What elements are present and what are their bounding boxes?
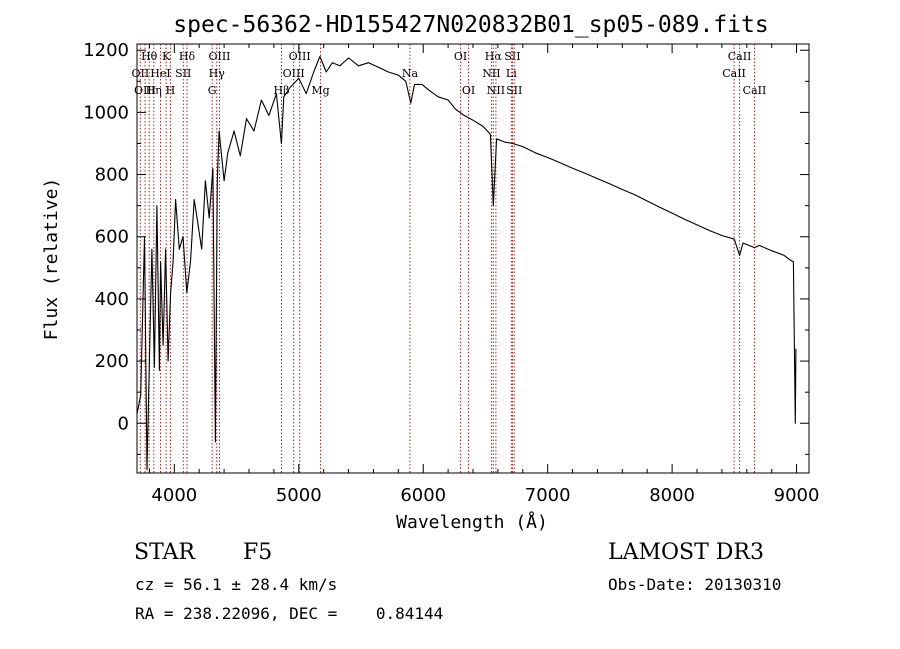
line-label: H (166, 84, 176, 97)
line-label: OI (454, 50, 467, 63)
x-tick-label: 7000 (525, 485, 571, 506)
line-label: OIII (289, 50, 311, 63)
y-tick-label: 600 (95, 227, 129, 248)
x-axis-label: Wavelength (Å) (396, 511, 548, 533)
line-label: CaII (743, 84, 767, 97)
plot-frame (136, 43, 810, 474)
line-label: CaII (722, 67, 746, 80)
y-tick-label: 0 (118, 413, 129, 434)
x-tick-label: 6000 (400, 485, 446, 506)
line-label: NII (482, 67, 500, 80)
observation-date: Obs-Date: 20130310 (608, 575, 782, 594)
line-label: OI (462, 84, 475, 97)
line-label: Hα (485, 50, 503, 63)
y-axis-label: Flux (relative) (41, 178, 62, 341)
line-label: Hγ (209, 67, 226, 80)
line-label: OIII (208, 50, 230, 63)
spectrum-line (136, 55, 797, 471)
object-class: STAR (134, 540, 195, 565)
line-label: SII (506, 84, 522, 97)
line-label: OII (132, 67, 150, 80)
chart-title: spec-56362-HD155427N020832B01_sp05-089.f… (173, 12, 768, 38)
x-tick-label: 4000 (151, 485, 197, 506)
x-tick-label: 8000 (649, 485, 695, 506)
x-axis-ticks: 4000 5000 6000 7000 8000 9000 (148, 44, 820, 506)
y-tick-label: 400 (95, 289, 129, 310)
survey-name: LAMOST DR3 (608, 540, 764, 565)
x-tick-label: 5000 (276, 485, 322, 506)
y-tick-label: 1000 (83, 102, 129, 123)
line-label: Na (402, 67, 419, 80)
line-label: Hη (146, 84, 162, 97)
redshift-velocity: cz = 56.1 ± 28.4 km/s (135, 575, 338, 594)
line-label: OIII (283, 67, 305, 80)
x-tick-label: 9000 (774, 485, 820, 506)
y-tick-label: 200 (95, 351, 129, 372)
coordinates: RA = 238.22096, DEC = 0.84144 (135, 604, 444, 623)
line-label: SII (175, 67, 191, 80)
line-label: CaII (728, 50, 752, 63)
line-label: Mg (311, 84, 329, 97)
line-label: Hδ (179, 50, 196, 63)
line-label: HeI (150, 67, 170, 80)
line-label: SII (504, 50, 520, 63)
y-axis-ticks: 0 200 400 600 800 1000 1200 (83, 40, 809, 455)
y-tick-label: 1200 (83, 40, 129, 61)
line-label: Hθ (141, 50, 158, 63)
line-label: G (208, 84, 217, 97)
spectral-subclass: F5 (243, 540, 273, 565)
line-label: NII (487, 84, 505, 97)
spectrum-series (136, 55, 797, 471)
line-label: Li (506, 67, 517, 80)
line-label: OIII (134, 84, 156, 97)
line-label: K (162, 50, 171, 63)
y-tick-label: 800 (95, 165, 129, 186)
